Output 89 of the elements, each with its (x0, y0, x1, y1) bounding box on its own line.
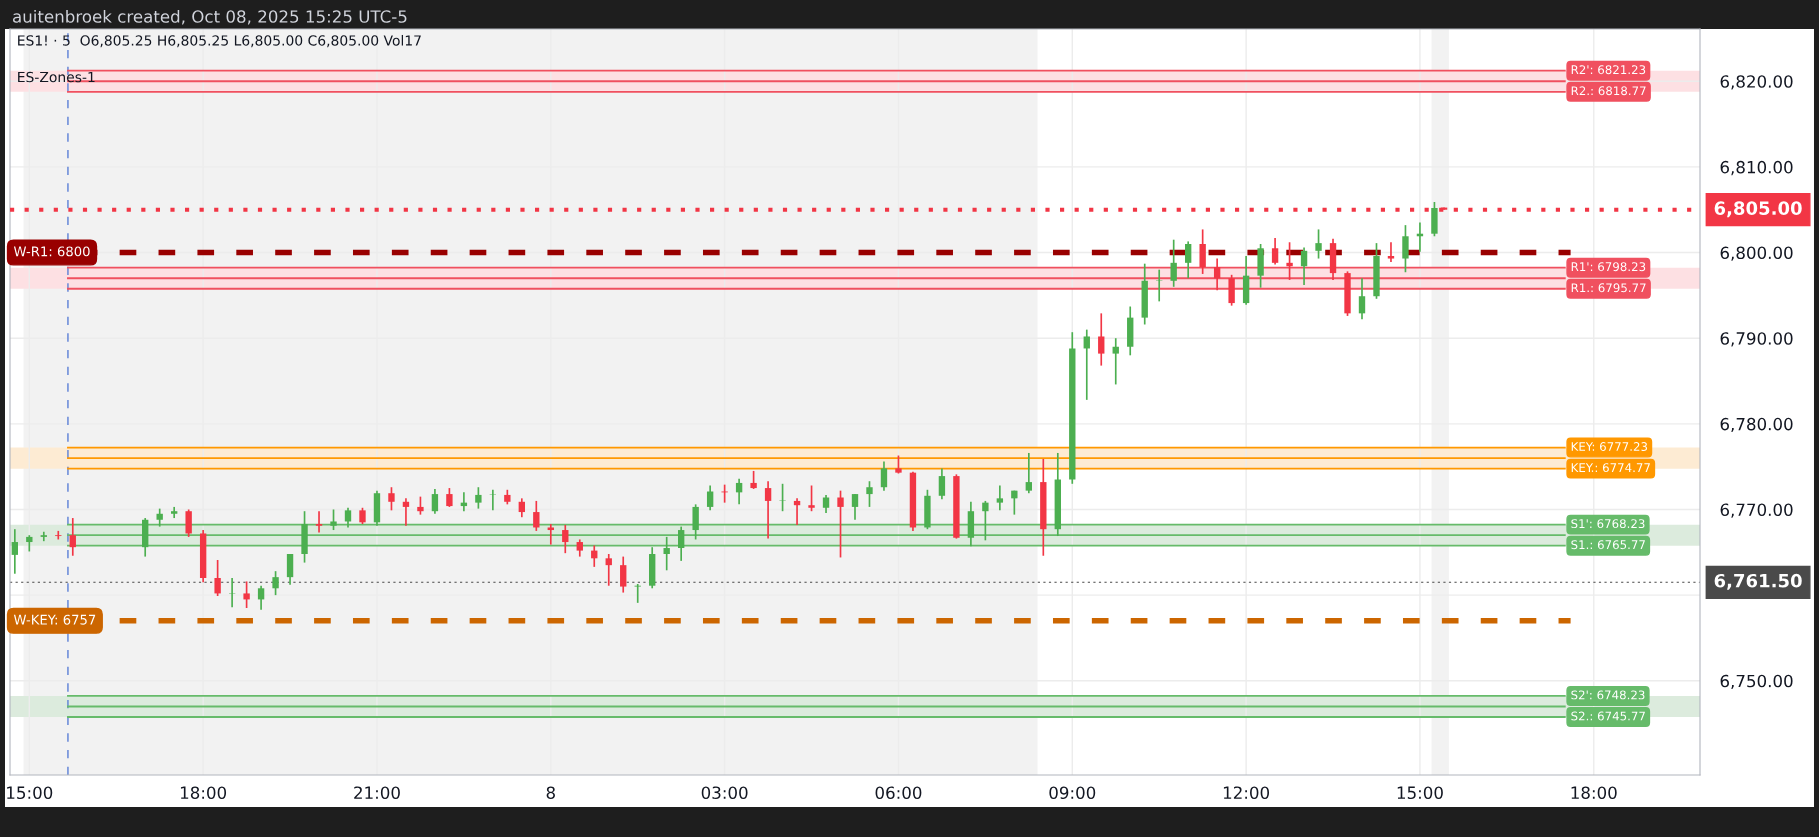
ref-line-label: R1.: 6795.77 (1571, 283, 1646, 293)
candlestick (1271, 237, 1279, 266)
chart-title: auitenbroek created, Oct 08, 2025 15:25 UTC-5 (13, 9, 407, 25)
candlestick (1170, 238, 1177, 288)
x-tick-label: 06:00 (875, 786, 922, 800)
candlestick (344, 506, 352, 529)
candlestick (185, 508, 192, 538)
candlestick (446, 487, 453, 508)
candlestick (1098, 312, 1105, 367)
annotation: ES-Zones-1 (18, 71, 95, 83)
y-tick-label: 6,820.00 (1720, 75, 1793, 90)
ref-line-label: S1.: 6765.77 (1571, 540, 1645, 550)
candlestick (692, 503, 699, 541)
ref-line-label: KEY.: 6774.77 (1571, 463, 1650, 473)
candlestick (69, 517, 76, 557)
candlestick (55, 530, 62, 541)
y-tick-label: 6,810.00 (1720, 160, 1793, 176)
candlestick (1199, 228, 1206, 275)
candlestick (605, 553, 612, 587)
candlestick (851, 493, 859, 521)
y-tick-label: 6,790.00 (1720, 332, 1793, 347)
candlestick (764, 480, 772, 540)
y-tick-label: 6,780.00 (1720, 417, 1793, 433)
x-tick-label: 03:00 (701, 786, 748, 800)
candlestick (257, 584, 265, 611)
candlestick (634, 583, 641, 604)
candlestick (272, 570, 279, 596)
candlestick (808, 484, 815, 513)
ref-line-label: S1': 6768.23 (1571, 519, 1645, 529)
ref-line-label: S2': 6748.23 (1571, 690, 1645, 700)
candlestick (243, 580, 250, 609)
candlestick (866, 480, 873, 508)
candlestick (663, 536, 670, 572)
ref-line-label: S2.: 6745.77 (1571, 711, 1645, 721)
candlestick (1213, 257, 1221, 292)
candlestick (533, 500, 540, 532)
candlestick (286, 553, 294, 586)
candlestick (518, 497, 526, 519)
y-tick-label: 6,750.00 (1720, 674, 1793, 690)
candlestick (1156, 268, 1163, 303)
y-tick-label: 6,770.00 (1720, 503, 1793, 518)
x-tick-label: 15:00 (7, 786, 53, 800)
candlestick (735, 477, 743, 506)
candlestick (706, 484, 714, 512)
x-tick-label: 15:00 (1397, 786, 1443, 800)
candlestick (402, 497, 410, 527)
x-tick-label: 18:00 (180, 786, 227, 800)
candlestick (620, 555, 627, 594)
candlestick (1315, 228, 1322, 260)
ref-line-label: KEY: 6777.23 (1571, 442, 1648, 451)
candlestick (982, 500, 989, 542)
candlestick (837, 489, 844, 559)
candlestick (547, 523, 554, 546)
candlestick (677, 525, 685, 562)
ref-line-label: 6,805.00 (1714, 201, 1802, 218)
candlestick (315, 510, 323, 534)
candlestick (1184, 240, 1192, 280)
ref-line-label: R2.: 6818.77 (1571, 86, 1646, 96)
candlestick (562, 524, 569, 555)
candlestick (1286, 241, 1293, 281)
candlestick (1358, 277, 1366, 321)
candlestick (1300, 246, 1308, 286)
x-tick-label: 21:00 (354, 786, 400, 800)
x-tick-label: 12:00 (1223, 786, 1270, 800)
candlestick (214, 559, 221, 597)
y-tick-label: 6,800.00 (1720, 246, 1793, 261)
x-tick-label: 8 (546, 786, 555, 800)
candlestick (431, 488, 439, 515)
candlestick (996, 484, 1004, 512)
ref-line-label: W-R1: 6800 (13, 246, 90, 257)
x-tick-label: 18:00 (1571, 786, 1617, 800)
chart-subtitle: ES1! · 5 O6,805.25 H6,805.25 L6,805.00 C6,805.00 Vol17 (18, 34, 421, 48)
candlestick (1083, 328, 1090, 401)
candlestick (11, 528, 19, 575)
ref-line-label: R1': 6798.23 (1571, 262, 1646, 272)
candlestick (330, 508, 337, 531)
candlestick (880, 460, 888, 492)
candlestick (938, 467, 946, 501)
ref-line-label: 6,761.50 (1714, 573, 1802, 590)
candlestick (475, 486, 482, 510)
candlestick (1387, 241, 1395, 263)
ref-line-label: R2': 6821.23 (1571, 65, 1646, 75)
candlestick (388, 486, 395, 512)
x-tick-label: 09:00 (1049, 786, 1096, 800)
candlestick (1025, 452, 1033, 495)
candlestick (779, 482, 786, 513)
ref-line-label: W-KEY: 6757 (13, 614, 96, 625)
candlestick (1112, 337, 1119, 386)
candlestick (1402, 224, 1409, 274)
